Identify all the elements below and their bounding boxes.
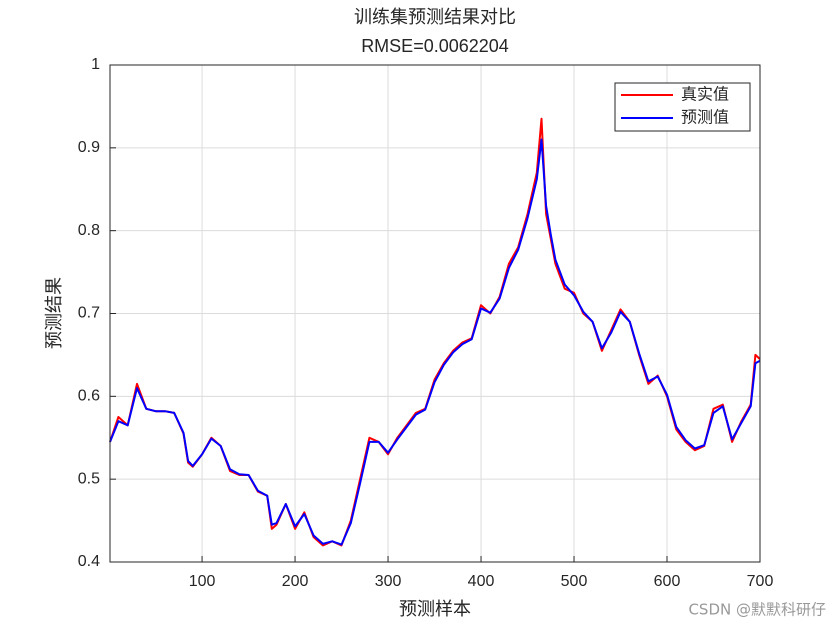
y-axis-label: 预测结果 <box>44 277 65 349</box>
x-tick-label: 600 <box>654 573 681 590</box>
y-tick-label: 0.4 <box>78 553 100 570</box>
y-tick-label: 0.8 <box>78 222 100 239</box>
legend-box <box>614 82 751 132</box>
x-tick-label: 200 <box>282 573 309 590</box>
y-tick-label: 0.5 <box>78 470 100 487</box>
y-tick-label: 0.6 <box>78 388 100 405</box>
chart-subtitle: RMSE=0.0062204 <box>361 36 509 56</box>
y-tick-label: 0.7 <box>78 305 100 322</box>
x-tick-label: 300 <box>375 573 402 590</box>
legend-label: 真实值 <box>681 85 729 104</box>
x-tick-label: 700 <box>747 573 774 590</box>
series-line <box>109 138 761 546</box>
y-tick-label: 0.9 <box>78 139 100 156</box>
x-tick-label: 400 <box>468 573 495 590</box>
x-axis-label: 预测样本 <box>399 599 471 620</box>
chart-title: 训练集预测结果对比 <box>354 7 516 28</box>
x-tick-label: 100 <box>189 573 216 590</box>
watermark: CSDN @默默科研仔 <box>688 601 826 619</box>
x-tick-label: 500 <box>561 573 588 590</box>
plot-frame <box>109 64 761 563</box>
y-tick-label: 1 <box>91 56 100 73</box>
legend-label: 预测值 <box>681 108 729 127</box>
